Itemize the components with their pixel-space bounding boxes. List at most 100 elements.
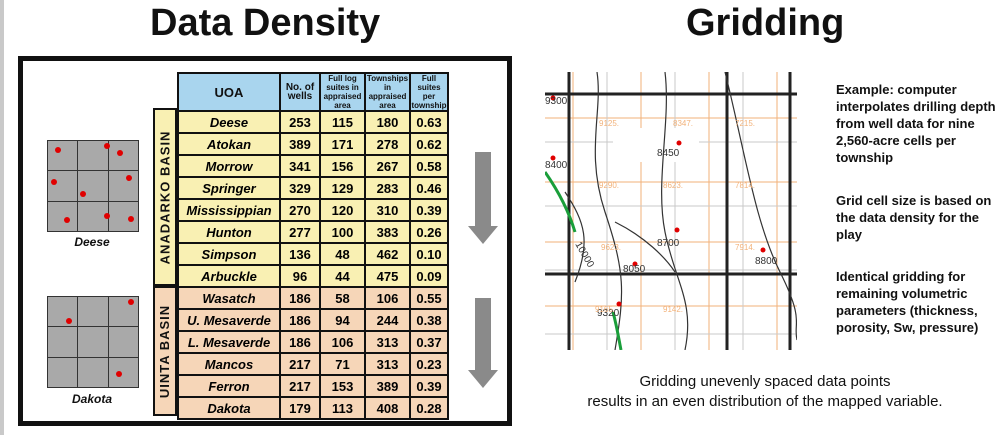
- svg-text:9142.: 9142.: [663, 305, 683, 314]
- value-cell: 217: [279, 352, 321, 376]
- value-cell: 58: [319, 286, 366, 310]
- table-header-row: UOA No. of wells Full log suites in appr…: [177, 72, 449, 112]
- well-dot: [128, 299, 134, 305]
- table-row: Wasatch 186 58 106 0.55: [177, 286, 449, 310]
- caption-line-1: Gridding unevenly spaced data points: [639, 373, 891, 390]
- value-cell: 71: [319, 352, 366, 376]
- value-cell: 156: [319, 154, 366, 178]
- value-cell: 383: [364, 220, 411, 244]
- value-cell: 462: [364, 242, 411, 266]
- value-cell: 0.46: [409, 176, 449, 200]
- value-cell: 0.55: [409, 286, 449, 310]
- svg-text:7814.: 7814.: [735, 181, 755, 190]
- header-townships: Townships in appraised area: [364, 72, 411, 112]
- map-value: 8450: [657, 148, 680, 159]
- svg-text:9165.: 9165.: [595, 305, 615, 314]
- value-cell: 341: [279, 154, 321, 178]
- value-cell: 329: [279, 176, 321, 200]
- header-uoa: UOA: [177, 72, 281, 112]
- well-dot: [51, 179, 57, 185]
- data-density-title: Data Density: [150, 2, 381, 44]
- well-dot: [116, 371, 122, 377]
- identical-gridding-text: Identical gridding for remaining volumet…: [836, 269, 979, 335]
- dakota-sample-grid: [47, 296, 139, 388]
- map-value: 8050: [623, 264, 646, 275]
- table-row: Springer 329 129 283 0.46: [177, 176, 449, 200]
- light-grid: [545, 72, 797, 350]
- table-row: Ferron 217 153 389 0.39: [177, 374, 449, 398]
- well-dot: [64, 217, 70, 223]
- down-arrow-icon: [468, 152, 498, 244]
- map-faint-values: 9125. 8347. 7215. 9290. 8623. 7814. 9623…: [595, 119, 755, 314]
- table-row: Atokan 389 171 278 0.62: [177, 132, 449, 156]
- value-cell: 408: [364, 396, 411, 420]
- uoa-cell: Wasatch: [177, 286, 281, 310]
- township-grid: [545, 72, 797, 350]
- value-cell: 0.39: [409, 374, 449, 398]
- deese-sample-grid: [47, 140, 139, 232]
- value-cell: 277: [279, 220, 321, 244]
- table-row: Morrow 341 156 267 0.58: [177, 154, 449, 178]
- value-cell: 180: [364, 110, 411, 134]
- uoa-cell: Dakota: [177, 396, 281, 420]
- gridding-title: Gridding: [686, 2, 845, 44]
- table-row: U. Mesaverde 186 94 244 0.38: [177, 308, 449, 332]
- svg-text:9290.: 9290.: [599, 181, 619, 190]
- value-cell: 0.37: [409, 330, 449, 354]
- anadarko-basin-label: ANADARKO BASIN: [153, 108, 177, 286]
- value-cell: 106: [364, 286, 411, 310]
- uoa-cell: Mancos: [177, 352, 281, 376]
- map-value: 8400: [545, 160, 568, 171]
- table-row: Deese 253 115 180 0.63: [177, 110, 449, 134]
- well-dot: [117, 150, 123, 156]
- well-points: [550, 95, 766, 307]
- map-value: 8800: [755, 256, 778, 267]
- deese-sample-label: Deese: [74, 235, 110, 249]
- value-cell: 186: [279, 286, 321, 310]
- well-dot: [55, 147, 61, 153]
- uinta-basin-label: UINTA BASIN: [153, 286, 177, 416]
- value-cell: 186: [279, 308, 321, 332]
- value-cell: 267: [364, 154, 411, 178]
- value-cell: 253: [279, 110, 321, 134]
- table-row: Arbuckle 96 44 475 0.09: [177, 264, 449, 288]
- well-dot: [80, 191, 86, 197]
- table-row: Mississippian 270 120 310 0.39: [177, 198, 449, 222]
- value-cell: 48: [319, 242, 366, 266]
- value-cell: 179: [279, 396, 321, 420]
- value-cell: 153: [319, 374, 366, 398]
- uoa-cell: U. Mesaverde: [177, 308, 281, 332]
- uoa-cell: Arbuckle: [177, 264, 281, 288]
- value-cell: 0.63: [409, 110, 449, 134]
- value-cell: 0.10: [409, 242, 449, 266]
- value-cell: 0.09: [409, 264, 449, 288]
- well-dot: [66, 318, 72, 324]
- value-cell: 313: [364, 352, 411, 376]
- value-cell: 389: [279, 132, 321, 156]
- map-value: 9320: [597, 308, 620, 319]
- value-cell: 0.23: [409, 352, 449, 376]
- green-contour: [611, 311, 623, 350]
- svg-text:9623.: 9623.: [601, 243, 621, 252]
- value-cell: 283: [364, 176, 411, 200]
- value-cell: 310: [364, 198, 411, 222]
- value-cell: 389: [364, 374, 411, 398]
- svg-text:8623.: 8623.: [663, 181, 683, 190]
- value-cell: 0.28: [409, 396, 449, 420]
- uoa-cell: L. Mesaverde: [177, 330, 281, 354]
- fine-grid: [545, 72, 797, 350]
- header-per-township: Full suites per township: [409, 72, 449, 112]
- table-row: Dakota 179 113 408 0.28: [177, 396, 449, 420]
- value-cell: 120: [319, 198, 366, 222]
- value-cell: 113: [319, 396, 366, 420]
- value-cell: 244: [364, 308, 411, 332]
- uoa-cell: Ferron: [177, 374, 281, 398]
- uoa-cell: Simpson: [177, 242, 281, 266]
- value-cell: 475: [364, 264, 411, 288]
- table-row: Simpson 136 48 462 0.10: [177, 242, 449, 266]
- value-cell: 278: [364, 132, 411, 156]
- value-cell: 0.38: [409, 308, 449, 332]
- well-dot: [104, 213, 110, 219]
- uoa-cell: Atokan: [177, 132, 281, 156]
- dakota-sample-label: Dakota: [71, 392, 112, 406]
